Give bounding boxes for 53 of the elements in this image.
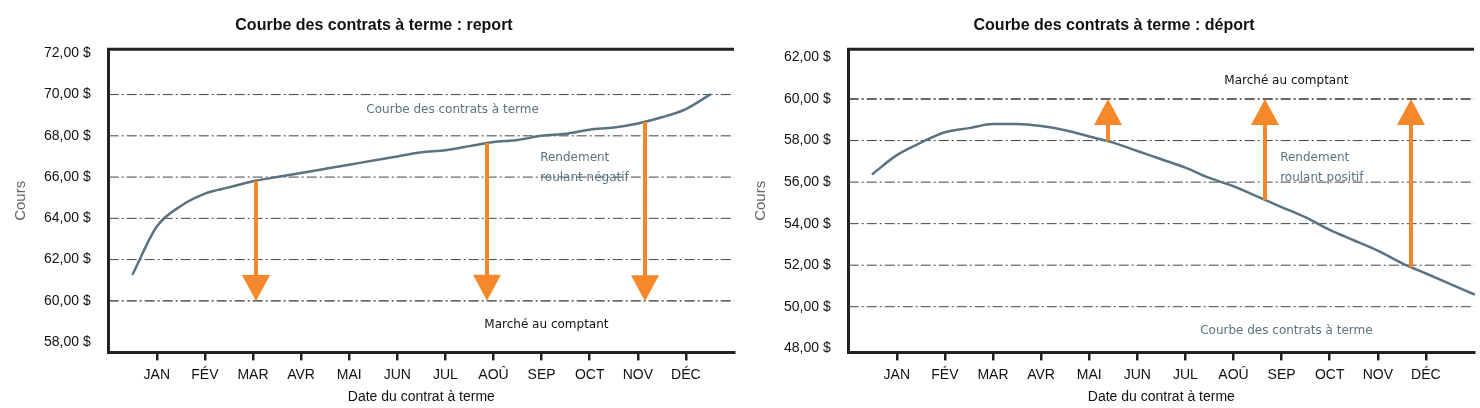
y-tick-label: 56,00 $ (783, 172, 831, 189)
x-tick-label: DÉC (1411, 365, 1441, 382)
x-tick-label: NOV (622, 365, 654, 382)
y-axis-title: Cours (11, 180, 29, 221)
annotation: Rendement roulant positif (1280, 150, 1365, 185)
x-tick-label: AOÛ (478, 365, 509, 382)
y-axis-title: Cours (751, 180, 769, 221)
y-tick-label: 72,00 $ (43, 44, 91, 61)
x-tick-label: JAN (143, 365, 171, 382)
x-tick-label: OCT (574, 365, 605, 382)
x-tick-label: FÉV (191, 365, 220, 382)
y-tick-label: 58,00 $ (783, 131, 831, 148)
x-tick-label: AVR (287, 365, 315, 382)
x-tick-label: SEP (1267, 365, 1296, 382)
line-series (871, 122, 1476, 296)
y-tick-label: 54,00 $ (783, 214, 831, 231)
y-tick-label: 62,00 $ (43, 250, 91, 267)
y-tick-label: 52,00 $ (783, 256, 831, 273)
x-tick-label: MAI (1076, 365, 1102, 382)
y-tick-label: 64,00 $ (43, 209, 91, 226)
y-tick-label: 70,00 $ (43, 85, 91, 102)
x-tick-label: FÉV (931, 365, 960, 382)
x-tick-label: JUL (432, 365, 459, 382)
y-tick-label: 48,00 $ (783, 339, 831, 356)
x-tick-label: JUN (383, 365, 411, 382)
x-tick-label: JUL (1172, 365, 1199, 382)
x-tick-label: MAR (237, 365, 269, 382)
ref-line-label: Marché au comptant (484, 316, 609, 331)
series-label: Courbe des contrats à terme (366, 101, 539, 116)
line-series (131, 93, 712, 276)
ref-line-label: Marché au comptant (1224, 73, 1349, 88)
y-tick-label: 50,00 $ (783, 297, 831, 314)
chart-title: Courbe des contrats à terme : déport (973, 16, 1256, 34)
x-axis-title: Date du contrat à terme (1087, 388, 1236, 405)
x-tick-label: MAI (336, 365, 362, 382)
x-tick-label: AVR (1027, 365, 1055, 382)
y-tick-label: 62,00 $ (783, 48, 831, 65)
text: Courbe des contrats à terme (1200, 323, 1373, 338)
x-tick-label: NOV (1362, 365, 1394, 382)
y-tick-label: 66,00 $ (43, 167, 91, 184)
x-tick-label: SEP (527, 365, 556, 382)
x-axis-title: Date du contrat à terme (347, 388, 496, 405)
x-tick-label: JAN (883, 365, 911, 382)
x-tick-label: DÉC (671, 365, 701, 382)
y-tick-label: 58,00 $ (43, 332, 91, 349)
x-tick-label: AOÛ (1218, 365, 1249, 382)
y-tick-label: 60,00 $ (43, 291, 91, 308)
y-tick-label: 60,00 $ (783, 89, 831, 106)
x-tick-label: JUN (1123, 365, 1151, 382)
x-tick-label: OCT (1314, 365, 1345, 382)
x-tick-label: MAR (977, 365, 1009, 382)
chart-title: Courbe des contrats à terme : report (235, 16, 514, 34)
y-tick-label: 68,00 $ (43, 126, 91, 143)
